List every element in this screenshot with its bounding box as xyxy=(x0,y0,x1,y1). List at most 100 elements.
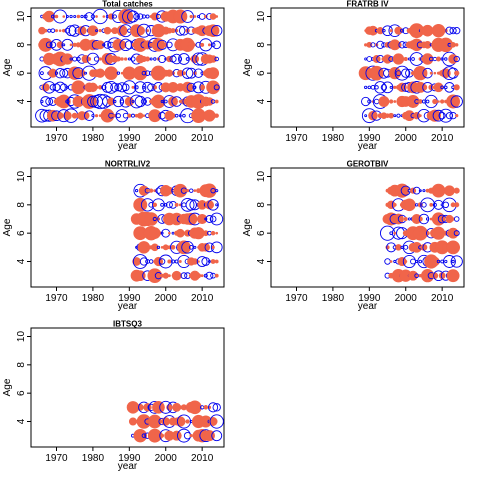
bubble-positive xyxy=(437,100,440,103)
bubble-positive xyxy=(203,405,209,410)
bubble-positive xyxy=(429,71,433,75)
y-tick-label: 4 xyxy=(16,418,27,424)
bubbles xyxy=(130,183,224,283)
bubble-positive xyxy=(394,26,403,35)
x-tick-label: 1980 xyxy=(82,293,105,304)
panel-1: Total catches 1970 1980 1990 2000 2010 4 6 8 10 ye… xyxy=(2,0,225,152)
plot-frame xyxy=(270,167,465,288)
bubbles xyxy=(35,8,223,124)
bubble-positive xyxy=(56,94,71,109)
bubble-negative xyxy=(432,202,437,207)
bubble-positive xyxy=(87,57,92,61)
bubble-positive xyxy=(392,203,397,207)
x-tick-label: 1970 xyxy=(285,293,308,304)
panel-2: FRATRB IV 1970 1980 1990 2000 2010 4 6 8 10 year Ag… xyxy=(242,0,465,152)
x-tick-label: 2000 xyxy=(155,453,178,464)
bubble-positive xyxy=(189,14,193,19)
bubbles xyxy=(379,183,463,283)
bubble-negative xyxy=(433,199,444,210)
bubble-negative xyxy=(103,40,112,49)
bubble-negative xyxy=(208,402,219,413)
bubble-positive xyxy=(98,29,102,33)
bubble-negative xyxy=(374,85,379,90)
bubble-positive xyxy=(393,100,397,103)
y-tick-label: 8 xyxy=(16,362,27,368)
x-tick-label: 1990 xyxy=(358,133,381,144)
bubble-negative xyxy=(160,202,164,207)
bubble-negative xyxy=(92,8,108,25)
bubble-positive xyxy=(455,114,459,118)
bubble-negative xyxy=(440,57,444,61)
bubble-negative xyxy=(185,57,190,61)
x-tick-label: 1990 xyxy=(118,453,141,464)
bubble-positive xyxy=(151,94,166,109)
bubble-negative xyxy=(136,23,151,38)
bubble-positive xyxy=(170,244,176,250)
bubble-positive xyxy=(209,13,217,20)
x-axis-label: year xyxy=(118,461,138,472)
bubble-negative xyxy=(210,241,223,254)
panel-title: Total catches xyxy=(102,0,153,9)
bubble-negative xyxy=(366,56,373,62)
panel-title: NORTRLIV2 xyxy=(105,160,151,169)
x-tick-label: 1980 xyxy=(322,133,345,144)
bubble-negative xyxy=(414,273,420,279)
bubble-negative xyxy=(214,56,219,62)
bubble-positive xyxy=(431,272,439,279)
bubble-positive xyxy=(368,110,378,121)
bubble-negative xyxy=(418,259,423,264)
bubble-positive xyxy=(138,185,149,196)
x-axis-label: year xyxy=(118,301,138,312)
bubble-positive xyxy=(151,243,159,252)
bubble-negative xyxy=(180,272,188,280)
bubble-positive xyxy=(165,186,174,195)
bubble-negative xyxy=(52,83,61,92)
plot-frame xyxy=(270,7,465,128)
bubble-negative xyxy=(199,38,213,52)
y-tick-label: 8 xyxy=(256,42,267,48)
y-axis-label: Age xyxy=(2,218,13,236)
bubble-positive xyxy=(127,113,132,118)
bubble-positive xyxy=(185,189,190,193)
bubble-negative xyxy=(215,203,219,207)
bubble-negative xyxy=(134,81,147,94)
bubble-positive xyxy=(214,259,219,264)
bubble-negative xyxy=(139,257,149,266)
bubble-negative xyxy=(73,15,77,18)
bubble-negative xyxy=(395,70,402,77)
bubble-positive xyxy=(403,217,408,221)
bubble-negative xyxy=(115,113,121,119)
bubble-negative xyxy=(45,41,53,49)
bubble-positive xyxy=(433,71,437,75)
bubble-negative xyxy=(438,108,453,123)
bubble-positive xyxy=(385,99,390,104)
bubble-positive xyxy=(48,68,58,78)
bubble-negative xyxy=(394,65,410,81)
bubble-negative xyxy=(178,53,190,65)
bubble-negative xyxy=(164,203,168,207)
bubble-negative xyxy=(453,230,460,237)
bubble-negative xyxy=(45,97,54,106)
bubble-negative xyxy=(453,27,461,35)
bubble-positive xyxy=(43,28,48,33)
bubble-positive xyxy=(170,28,176,34)
bubble-positive xyxy=(432,98,438,105)
bubble-negative xyxy=(116,82,128,93)
bubble-negative xyxy=(364,57,368,61)
bubble-positive xyxy=(178,434,182,438)
bubble-negative xyxy=(59,68,69,78)
panel-3: NORTRLIV2 1970 1980 1990 2000 2010 4 6 8 10 year Ag… xyxy=(2,160,225,312)
bubble-positive xyxy=(210,230,216,236)
bubble-negative xyxy=(450,255,463,268)
bubble-positive xyxy=(406,95,420,108)
bubble-positive xyxy=(167,274,171,278)
bubble-negative xyxy=(193,85,197,89)
bubble-positive xyxy=(440,231,444,235)
bubble-negative xyxy=(422,189,426,193)
bubble-positive xyxy=(185,419,190,424)
bubble-positive xyxy=(107,97,116,106)
bubble-positive xyxy=(389,99,394,104)
bubble-positive xyxy=(145,245,150,249)
bubble-negative xyxy=(181,202,187,208)
bubble-negative xyxy=(50,28,56,33)
